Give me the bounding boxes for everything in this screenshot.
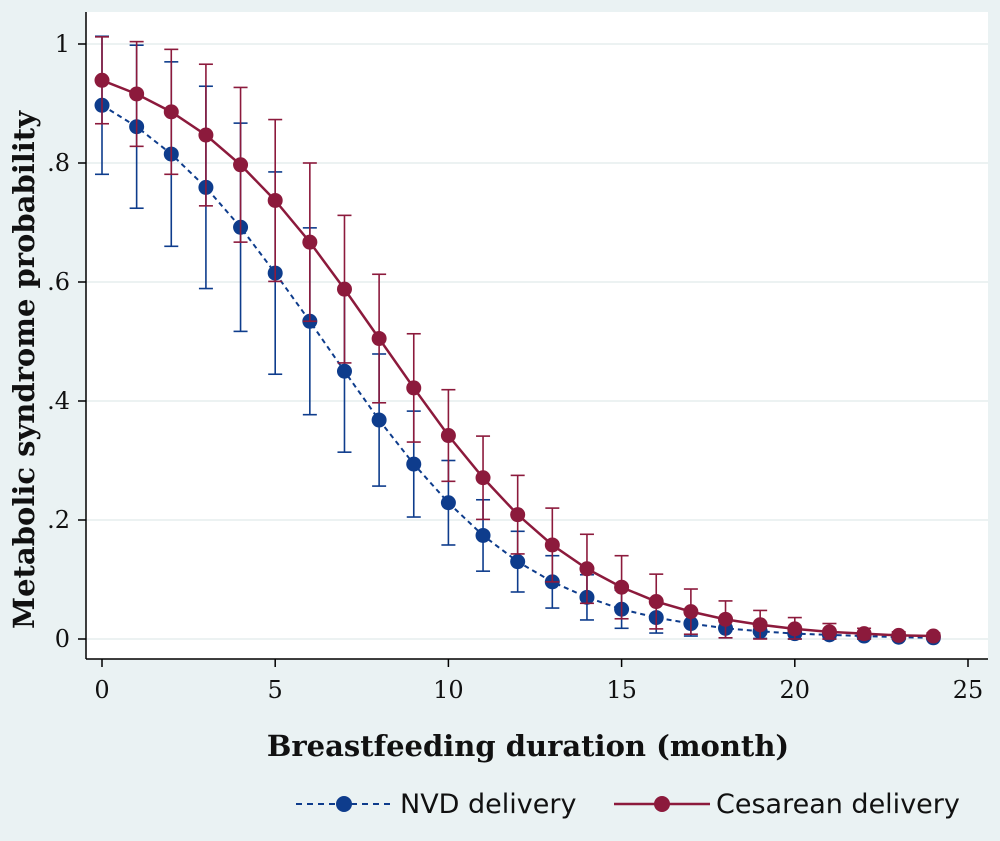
data-point-cesarean	[614, 579, 630, 595]
x-tick-label: 25	[953, 676, 984, 704]
data-point-nvd	[371, 412, 387, 428]
x-axis-title: Breastfeeding duration (month)	[267, 729, 789, 763]
series-cesarean	[94, 36, 941, 644]
data-point-cesarean	[510, 507, 526, 523]
axis-ticks: 0.2.4.6.810 5 10 15 20 25	[47, 30, 983, 704]
data-point-cesarean	[579, 561, 595, 577]
data-point-cesarean	[198, 127, 214, 143]
data-point-nvd	[336, 363, 352, 379]
legend-label-cesarean: Cesarean delivery	[716, 789, 960, 820]
data-point-cesarean	[752, 617, 768, 633]
data-point-cesarean	[267, 192, 283, 208]
data-point-cesarean	[302, 234, 318, 250]
y-tick-label: .8	[47, 149, 70, 177]
data-point-nvd	[406, 456, 422, 472]
x-tick-label: 10	[433, 676, 464, 704]
data-point-cesarean	[371, 331, 387, 347]
data-point-cesarean	[648, 594, 664, 610]
data-point-cesarean	[787, 621, 803, 637]
data-point-cesarean	[821, 624, 837, 640]
legend-label-nvd: NVD delivery	[400, 789, 576, 820]
y-tick-label: .6	[47, 268, 70, 296]
data-point-cesarean	[129, 86, 145, 102]
plot-area	[86, 12, 988, 659]
y-axis-title: Metabolic syndrome probability	[7, 110, 41, 629]
data-point-cesarean	[856, 626, 872, 642]
data-point-nvd	[510, 554, 526, 570]
y-tick-label: .4	[47, 387, 70, 415]
legend-marker-cesarean	[654, 796, 670, 812]
series-layer	[94, 35, 941, 646]
data-point-cesarean	[336, 281, 352, 297]
data-point-nvd	[440, 495, 456, 511]
x-tick-label: 15	[606, 676, 637, 704]
y-tick-label: 1	[55, 30, 70, 58]
x-tick-label: 20	[780, 676, 811, 704]
x-tick-label: 0	[94, 676, 109, 704]
data-point-cesarean	[94, 72, 110, 88]
y-tick-label: .2	[47, 506, 70, 534]
legend-marker-nvd	[336, 796, 352, 812]
legend: NVD delivery Cesarean delivery	[296, 789, 960, 820]
data-point-cesarean	[475, 470, 491, 486]
data-point-nvd	[475, 527, 491, 543]
data-point-cesarean	[163, 104, 179, 120]
data-point-cesarean	[683, 604, 699, 620]
y-tick-label: 0	[55, 625, 70, 653]
data-point-cesarean	[440, 428, 456, 444]
data-point-cesarean	[925, 628, 941, 644]
data-point-cesarean	[544, 537, 560, 553]
data-point-cesarean	[718, 611, 734, 627]
data-point-cesarean	[406, 380, 422, 396]
data-point-cesarean	[233, 157, 249, 173]
x-tick-label: 5	[268, 676, 283, 704]
data-point-cesarean	[891, 627, 907, 643]
